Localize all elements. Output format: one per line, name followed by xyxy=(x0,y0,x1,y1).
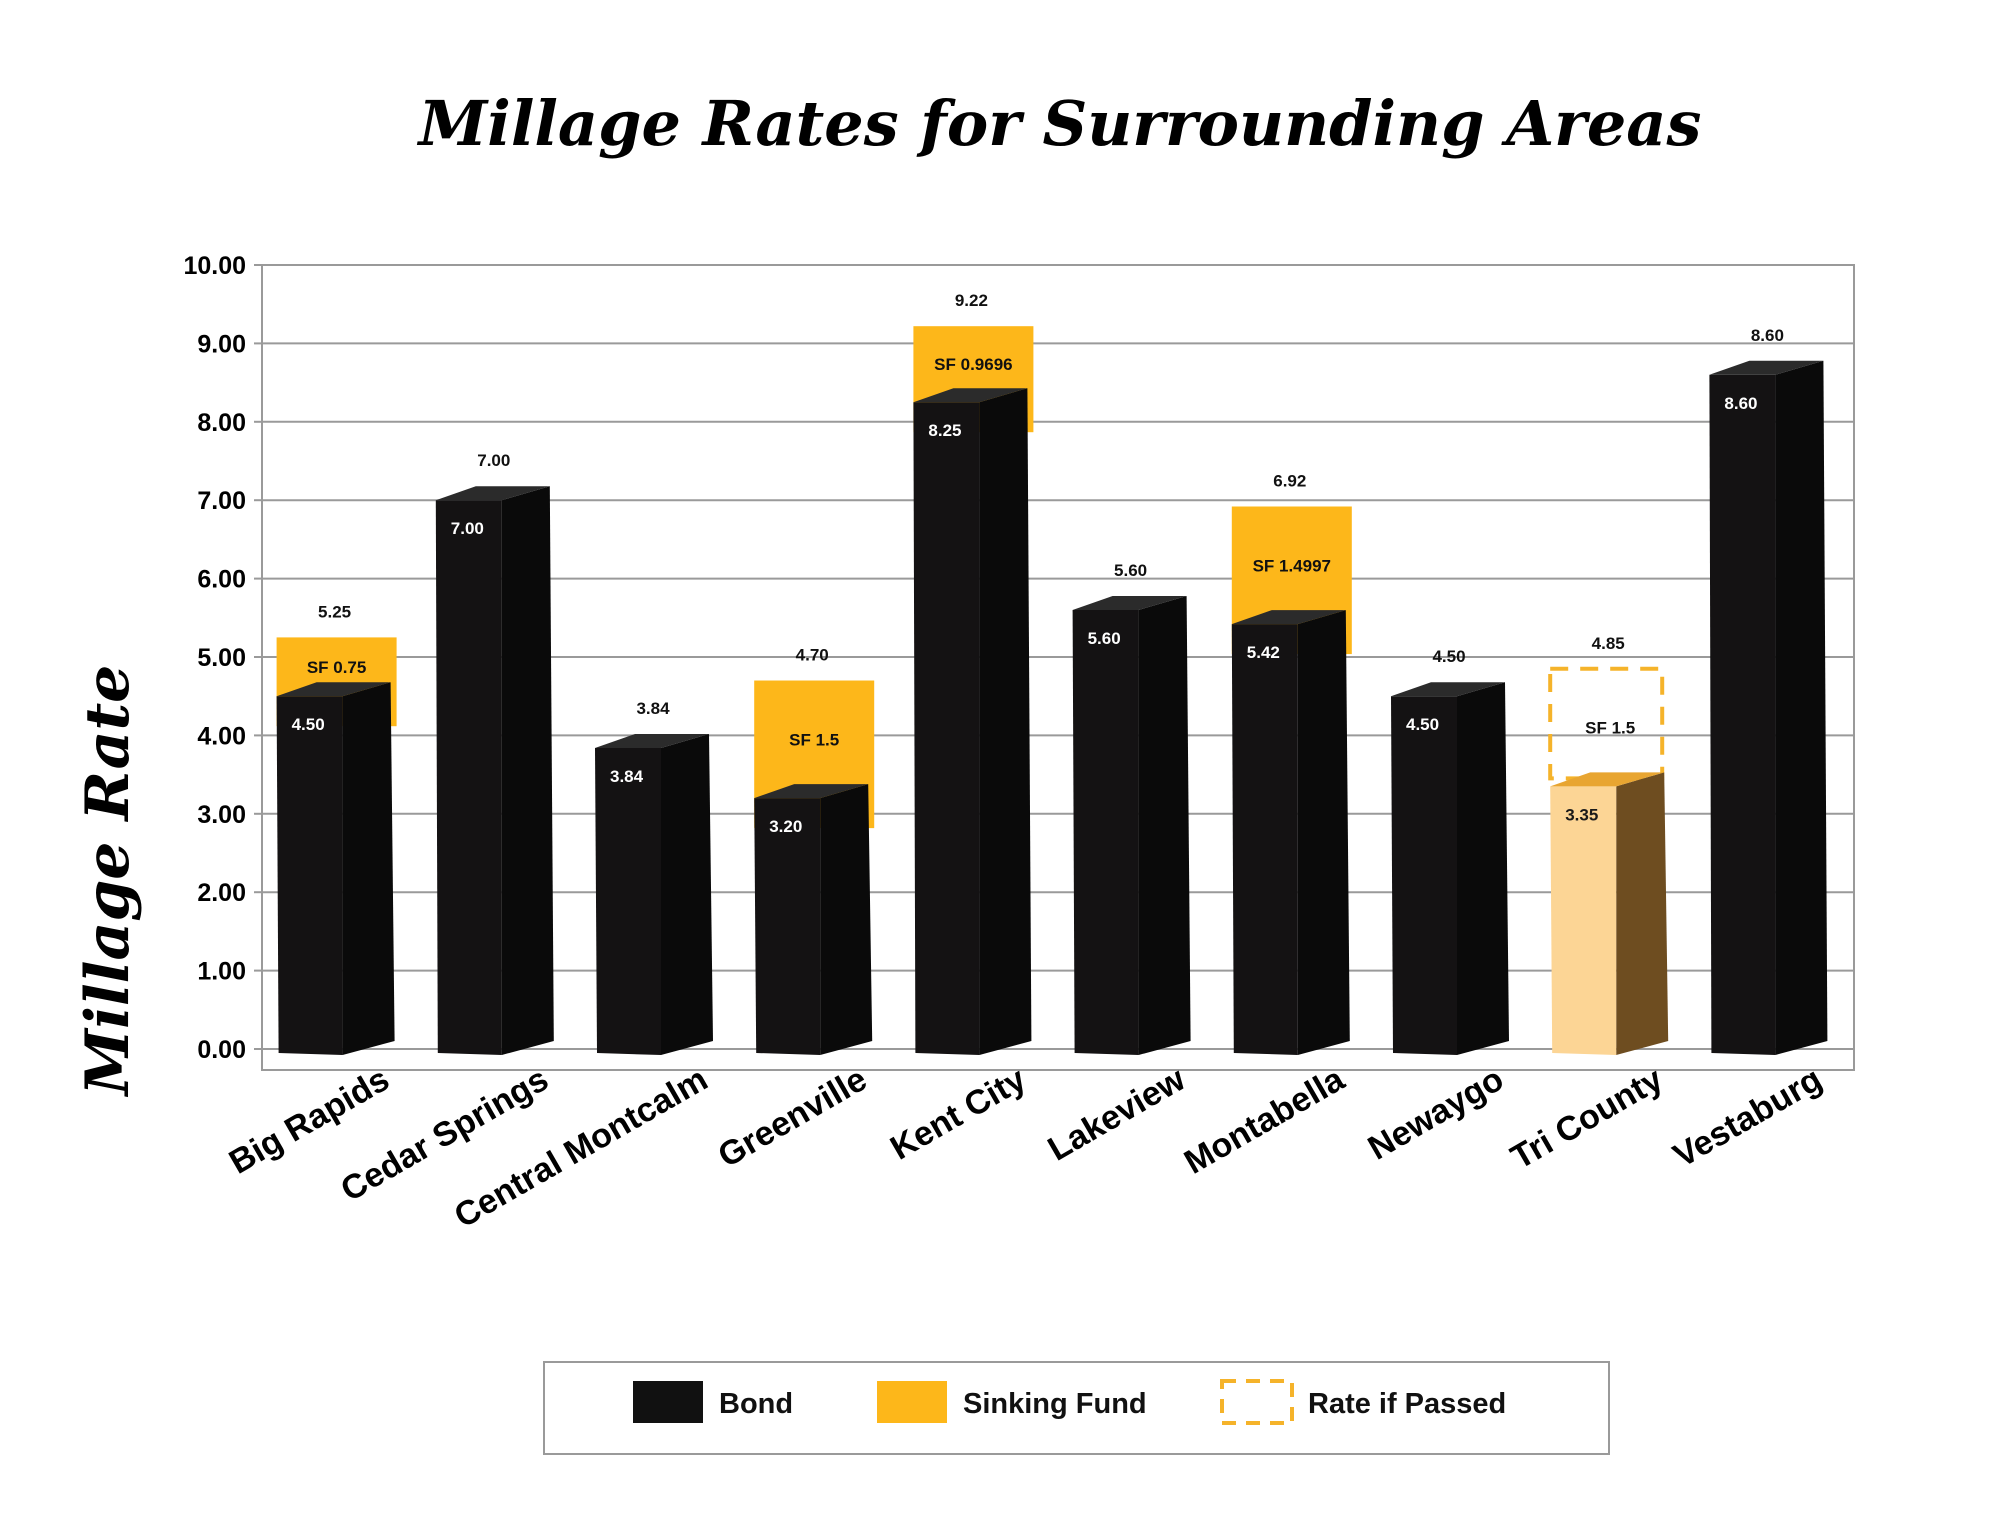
bar-bond-side xyxy=(501,486,554,1055)
bar-bond-label: 4.50 xyxy=(1406,715,1439,734)
bars xyxy=(276,326,1828,1055)
bar-total-label: 5.60 xyxy=(1114,561,1147,580)
bar-total-label: 4.50 xyxy=(1432,647,1465,666)
bar-bond-label: 8.25 xyxy=(928,421,961,440)
y-tick-label: 10.00 xyxy=(183,252,246,280)
bar-bond-top xyxy=(1550,772,1665,787)
bar-total-label: 9.22 xyxy=(955,291,988,310)
bar-total-label: 5.25 xyxy=(318,602,351,621)
legend-swatch-rate-if-passed xyxy=(1220,1379,1294,1425)
bar-bond-label: 7.00 xyxy=(451,519,484,538)
bar-sf-label: SF 1.5 xyxy=(789,730,839,749)
y-tick-label: 2.00 xyxy=(197,879,246,907)
bar-bond-front xyxy=(435,500,502,1055)
bar-bond-top xyxy=(754,784,869,799)
bar-bond-label: 8.60 xyxy=(1724,394,1757,413)
bar-bond-top xyxy=(595,733,709,748)
bar-bond-side xyxy=(1457,682,1509,1055)
bar-bond-label: 3.84 xyxy=(610,767,644,786)
legend-label: Sinking Fund xyxy=(963,1388,1147,1420)
x-category-label: Greenville xyxy=(712,1060,873,1175)
bar-bond-front xyxy=(276,696,343,1055)
bar-bond-label: 3.35 xyxy=(1565,805,1598,824)
bar-bond-front xyxy=(1709,374,1776,1055)
bar-bond-side xyxy=(661,733,713,1055)
bar-bond-side xyxy=(1138,595,1191,1055)
bar-bond-top xyxy=(435,486,550,501)
x-category-label: Central Montcalm xyxy=(448,1060,714,1236)
legend-label: Bond xyxy=(719,1388,793,1420)
bar-bond-label: 3.20 xyxy=(769,817,802,836)
x-category-label: Montabella xyxy=(1178,1059,1352,1181)
x-category-label: Tri County xyxy=(1505,1060,1670,1177)
bar-bond-top xyxy=(1709,360,1824,375)
bar-bond-front xyxy=(595,747,661,1055)
bar-total-label: 7.00 xyxy=(477,451,510,470)
bar-bond-front xyxy=(913,402,980,1055)
bar-bond-front xyxy=(1391,696,1457,1055)
bar-sf-label: SF 1.5 xyxy=(1585,719,1635,738)
bar-total-label: 3.84 xyxy=(636,699,670,718)
chart-title: Millage Rates for Surrounding Areas xyxy=(417,87,1702,160)
x-category-label: Vestaburg xyxy=(1667,1060,1828,1175)
x-category-label: Kent City xyxy=(884,1060,1032,1168)
bar-bond-side xyxy=(820,784,873,1055)
bar-total-label: 8.60 xyxy=(1751,326,1784,345)
bar-total-label: 4.70 xyxy=(796,646,829,665)
bar-bond-label: 5.60 xyxy=(1088,629,1121,648)
y-tick-label: 5.00 xyxy=(197,644,246,672)
legend-swatch-sinking-fund xyxy=(877,1381,947,1423)
bar-bond-side xyxy=(1775,360,1828,1055)
x-category-label: Newaygo xyxy=(1362,1060,1510,1168)
y-tick-label: 4.00 xyxy=(197,722,246,750)
bar-bond-side xyxy=(1297,610,1350,1055)
bar-bond-top xyxy=(913,388,1028,403)
legend: Bond Sinking Fund Rate if Passed xyxy=(633,1379,1506,1425)
y-axis-label: Millage Rate xyxy=(73,665,143,1098)
data-labels: 4.50 SF 0.75 5.25 7.00 7.00 3.84 3.84 3.20 SF 1.… xyxy=(292,291,1784,836)
bar-bond-front xyxy=(1231,624,1298,1055)
bar-bond-top xyxy=(1391,682,1505,697)
legend-label: Rate if Passed xyxy=(1308,1388,1506,1420)
y-tick-label: 6.00 xyxy=(197,566,246,594)
legend-swatch-bond xyxy=(633,1381,703,1423)
bar-sf-label: SF 0.9696 xyxy=(934,355,1012,374)
bar-bond-front xyxy=(1550,786,1617,1055)
bar-bond-top xyxy=(276,682,391,697)
bar-bond-side xyxy=(979,388,1032,1055)
bar-bond-top xyxy=(1072,595,1187,610)
bar-sf-label: SF 0.75 xyxy=(307,658,367,677)
y-ticks: 0.00 1.00 2.00 3.00 4.00 5.00 6.00 7.00 8.00 9.00… xyxy=(183,252,246,1064)
y-tick-label: 1.00 xyxy=(197,958,246,986)
bar-bond-front xyxy=(1072,609,1139,1055)
y-tick-label: 0.00 xyxy=(197,1036,246,1064)
y-tick-label: 7.00 xyxy=(197,487,246,515)
bar-bond-side xyxy=(342,682,395,1055)
bar-bond-top xyxy=(1231,610,1346,625)
bar-sf-label: SF 1.4997 xyxy=(1253,556,1331,575)
y-tick-label: 8.00 xyxy=(197,409,246,437)
y-tick-label: 9.00 xyxy=(197,330,246,358)
x-category-label: Lakeview xyxy=(1042,1060,1192,1169)
bar-bond-front xyxy=(754,798,821,1055)
bar-bond-label: 5.42 xyxy=(1247,643,1280,662)
bar-total-label: 6.92 xyxy=(1273,471,1306,490)
bar-bond-side xyxy=(1616,772,1669,1055)
y-tick-label: 3.00 xyxy=(197,801,246,829)
legend-box xyxy=(543,1361,1610,1455)
bar-total-label: 4.85 xyxy=(1592,634,1625,653)
bar-bond-label: 4.50 xyxy=(292,715,325,734)
